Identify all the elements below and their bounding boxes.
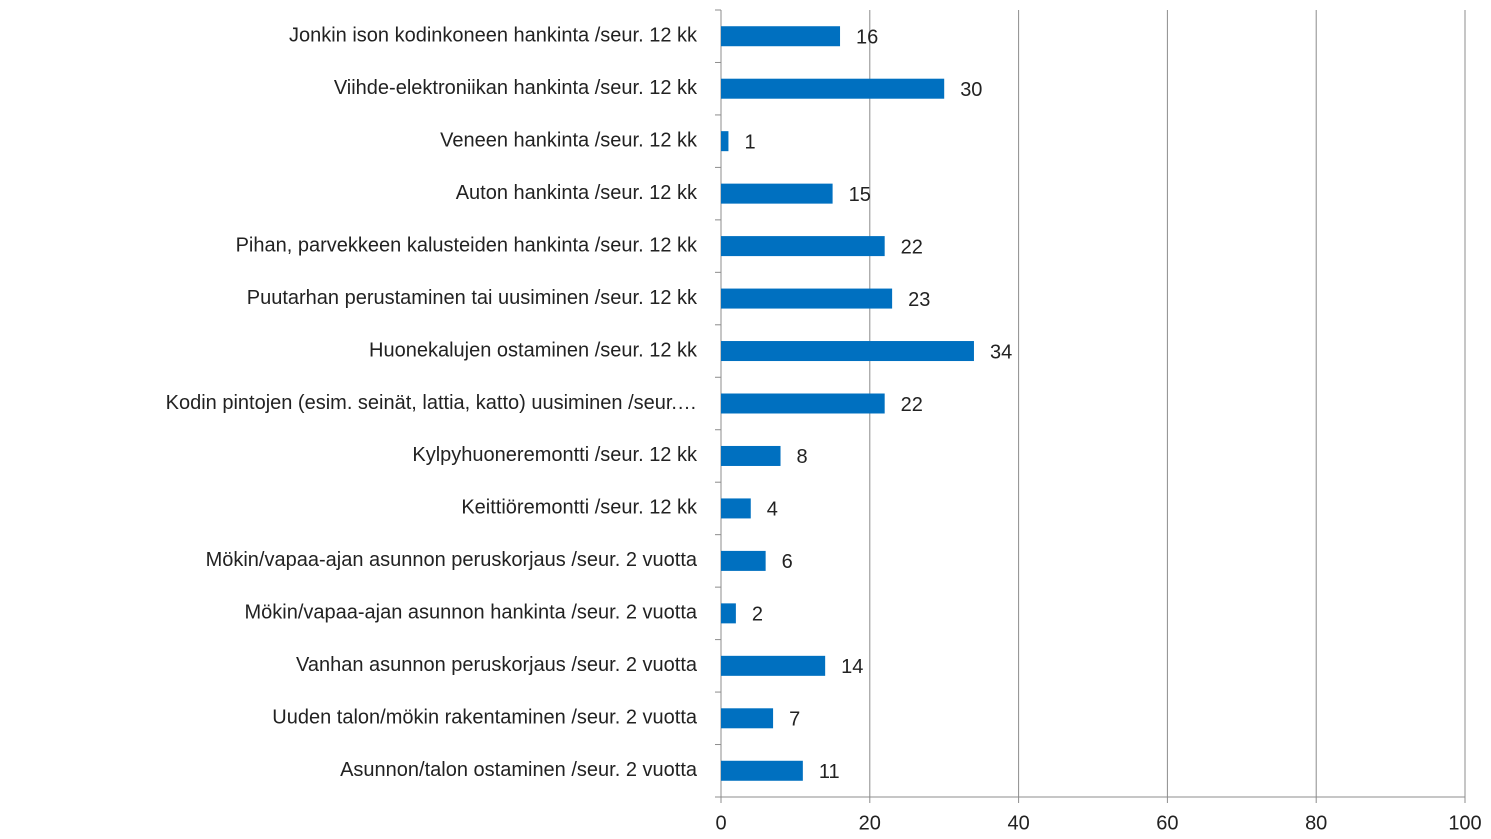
x-tick-label: 80 xyxy=(1305,812,1327,834)
value-label: 6 xyxy=(782,551,793,573)
bar xyxy=(721,393,885,414)
y-tick-label: Huonekalujen ostaminen /seur. 12 kk xyxy=(369,339,698,361)
x-tick-label: 20 xyxy=(859,812,881,834)
bar xyxy=(721,341,974,362)
bar xyxy=(721,498,751,519)
bar xyxy=(721,183,833,204)
value-label: 30 xyxy=(960,79,982,101)
x-tick-label: 100 xyxy=(1448,812,1481,834)
bar xyxy=(721,288,893,309)
value-label: 1 xyxy=(744,131,755,153)
y-tick-label: Jonkin ison kodinkoneen hankinta /seur. … xyxy=(289,25,698,47)
value-label: 11 xyxy=(819,761,840,783)
y-tick-label: Veneen hankinta /seur. 12 kk xyxy=(440,129,698,151)
bar xyxy=(721,655,826,676)
y-tick-label: Mökin/vapaa-ajan asunnon peruskorjaus /s… xyxy=(206,549,698,571)
y-tick-label: Mökin/vapaa-ajan asunnon hankinta /seur.… xyxy=(244,602,697,624)
bar xyxy=(721,78,945,99)
value-label: 34 xyxy=(990,341,1012,363)
bar xyxy=(721,603,736,624)
value-label: 16 xyxy=(856,27,878,49)
bar xyxy=(721,26,841,47)
bar xyxy=(721,550,766,571)
x-tick-label: 40 xyxy=(1007,812,1029,834)
value-label: 7 xyxy=(789,709,800,731)
y-tick-label: Viihde-elektroniikan hankinta /seur. 12 … xyxy=(334,77,698,99)
value-label: 15 xyxy=(849,184,871,206)
bar xyxy=(721,131,729,152)
value-label: 8 xyxy=(797,446,808,468)
bar xyxy=(721,445,781,466)
y-tick-label: Keittiöremontti /seur. 12 kk xyxy=(461,497,698,519)
bar xyxy=(721,708,774,729)
y-tick-label: Kodin pintojen (esim. seinät, lattia, ka… xyxy=(166,392,697,414)
y-tick-label: Puutarhan perustaminen tai uusiminen /se… xyxy=(247,287,698,309)
y-tick-label: Auton hankinta /seur. 12 kk xyxy=(456,182,698,204)
x-tick-label: 60 xyxy=(1156,812,1178,834)
value-label: 2 xyxy=(752,604,763,626)
y-tick-label: Kylpyhuoneremontti /seur. 12 kk xyxy=(412,444,698,466)
value-label: 4 xyxy=(767,499,778,521)
y-tick-label: Vanhan asunnon peruskorjaus /seur. 2 vuo… xyxy=(296,654,698,676)
value-label: 14 xyxy=(841,656,863,678)
bar xyxy=(721,236,885,257)
y-tick-label: Uuden talon/mökin rakentaminen /seur. 2 … xyxy=(272,707,698,729)
value-label: 22 xyxy=(901,236,923,258)
value-label: 23 xyxy=(908,289,930,311)
value-label: 22 xyxy=(901,394,923,416)
y-tick-label: Asunnon/talon ostaminen /seur. 2 vuotta xyxy=(340,759,698,781)
y-tick-label: Pihan, parvekkeen kalusteiden hankinta /… xyxy=(236,234,698,256)
x-tick-label: 0 xyxy=(715,812,726,834)
bar xyxy=(721,760,803,781)
